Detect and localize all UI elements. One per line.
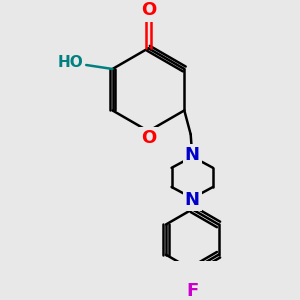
Text: HO: HO	[57, 55, 83, 70]
Text: F: F	[186, 282, 198, 300]
Text: O: O	[141, 1, 156, 19]
Text: N: N	[185, 146, 200, 164]
Text: O: O	[141, 128, 156, 146]
Text: N: N	[185, 191, 200, 209]
